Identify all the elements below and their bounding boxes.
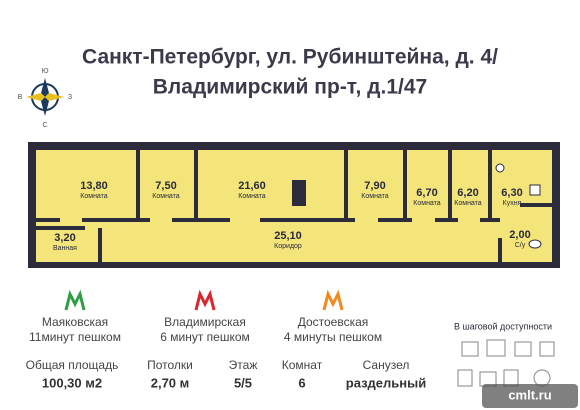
metro-station: Маяковская <box>42 315 108 329</box>
room-name: Комната <box>80 193 108 200</box>
metro-walk: 4 минуты пешком <box>284 330 382 344</box>
metro-logo <box>64 289 344 311</box>
room-area: 6,20 <box>457 187 478 199</box>
room-area: 6,30 <box>501 187 522 199</box>
room-area: 7,50 <box>155 180 176 192</box>
title-line: Санкт-Петербург, ул. Рубинштейна, д. 4/ <box>82 46 498 69</box>
stat-label: Комнат <box>282 358 323 372</box>
room-name: С/у <box>515 242 526 249</box>
metro-station: Владимирская <box>164 315 246 329</box>
compass-rose <box>26 78 64 116</box>
room-area: 2,00 <box>509 229 530 241</box>
compass-label: С <box>42 122 47 129</box>
nearby-icons <box>457 339 555 387</box>
stat-value: 2,70 м <box>151 375 190 390</box>
watermark-badge <box>482 384 578 408</box>
stat-label: Потолки <box>147 358 193 372</box>
compass-label: В <box>18 94 23 101</box>
room-area: 3,20 <box>54 232 75 244</box>
watermark: cmlt.ru <box>508 387 551 402</box>
stat-value: 100,30 м2 <box>42 375 102 390</box>
stat-value: 5/5 <box>234 375 252 390</box>
metro-station: Достоевская <box>298 315 369 329</box>
metro-walk: 6 минут пешком <box>160 330 250 344</box>
room-area: 6,70 <box>416 187 437 199</box>
room-area: 21,60 <box>238 180 266 192</box>
compass-label: З <box>68 94 72 101</box>
room-name: Комната <box>361 193 389 200</box>
room-area: 25,10 <box>274 230 302 242</box>
room-name: Комната <box>413 200 441 207</box>
compass-label: Ю <box>41 68 48 75</box>
room-name: Комната <box>238 193 266 200</box>
room-name: Коридор <box>274 243 302 250</box>
stat-label: Общая площадь <box>26 358 119 372</box>
room-area: 13,80 <box>80 180 108 192</box>
floor-plan <box>28 142 560 268</box>
room-name: Комната <box>152 193 180 200</box>
title-line: Владимирский пр-т, д.1/47 <box>153 76 427 99</box>
room-name: Ванная <box>53 245 77 252</box>
stat-label: Санузел <box>363 358 410 372</box>
metro-walk: 11минут пешком <box>29 330 121 344</box>
stat-value: 6 <box>298 375 305 390</box>
nearby-label: В шаговой доступности <box>454 321 552 331</box>
stat-value: раздельный <box>346 375 426 390</box>
stat-label: Этаж <box>229 358 258 372</box>
room-name: Комната <box>454 200 482 207</box>
room-name: Кухня <box>503 200 522 207</box>
room-area: 7,90 <box>364 180 385 192</box>
